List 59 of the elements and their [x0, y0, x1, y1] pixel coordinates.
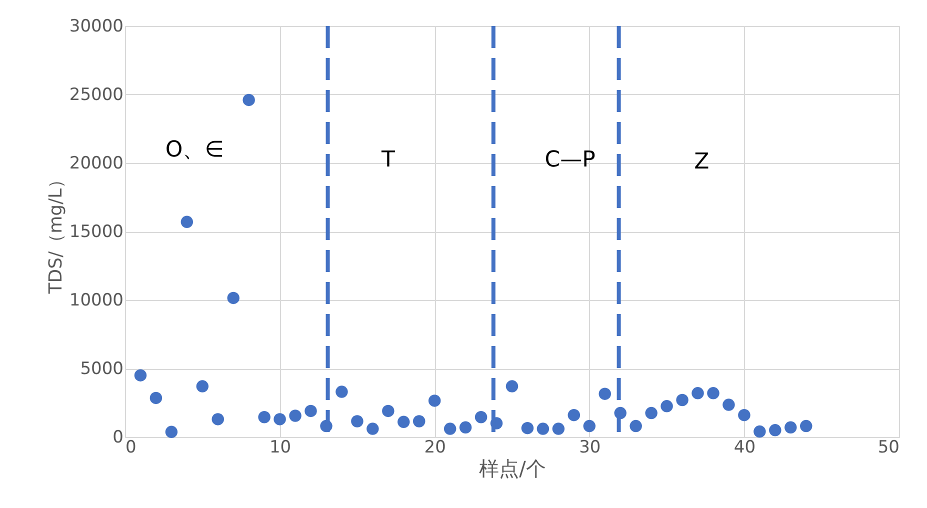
point: [274, 413, 286, 426]
point: [351, 415, 364, 428]
x-axis-title: 样点/个: [479, 456, 546, 480]
point: [428, 394, 441, 407]
y-tick-label: 25000: [69, 85, 124, 105]
annotation: O、∈: [165, 137, 224, 162]
point: [212, 413, 224, 426]
point: [196, 380, 209, 392]
point: [506, 380, 518, 392]
x-tick-label: 30: [579, 438, 601, 458]
point: [568, 408, 580, 422]
point: [722, 398, 735, 411]
x-tick-label: 40: [734, 438, 756, 458]
point: [660, 400, 673, 412]
point: [289, 410, 302, 422]
x-tick-label: 10: [269, 438, 292, 458]
y-tick-label: 20000: [69, 154, 124, 174]
x-tick-label: 50: [878, 438, 900, 458]
point: [366, 422, 379, 435]
point: [552, 422, 565, 435]
point: [444, 422, 456, 435]
point: [630, 420, 642, 432]
x-tick-label: 0: [126, 438, 136, 458]
point: [645, 406, 658, 420]
point: [180, 216, 194, 228]
point: [165, 426, 178, 438]
point: [398, 416, 410, 428]
y-tick-label: 10000: [69, 290, 124, 310]
point: [227, 292, 240, 304]
point: [707, 387, 720, 400]
point: [521, 422, 534, 434]
annotation: C—P: [544, 148, 596, 173]
point: [412, 415, 426, 428]
point: [336, 386, 348, 398]
point: [134, 369, 147, 382]
point: [583, 420, 596, 432]
point: [242, 94, 255, 106]
y-tick-label: 5000: [80, 359, 124, 379]
x-tick-label: 20: [424, 438, 446, 458]
y-tick-label: 15000: [69, 222, 124, 242]
point: [382, 404, 394, 418]
point: [784, 421, 797, 434]
point: [150, 392, 162, 404]
y-axis-title: TDS/（mg/L）: [45, 170, 66, 295]
annotation: Z: [694, 150, 710, 175]
point: [598, 388, 612, 400]
point: [800, 420, 812, 432]
point: [304, 404, 317, 418]
point: [754, 425, 766, 438]
point: [738, 408, 750, 422]
point: [676, 394, 688, 406]
point: [536, 422, 550, 435]
point: [258, 411, 270, 424]
annotation: T: [380, 148, 396, 173]
point: [692, 387, 704, 400]
point: [474, 411, 488, 424]
point: [769, 424, 782, 436]
point: [459, 421, 472, 434]
y-tick-label: 30000: [69, 16, 124, 36]
